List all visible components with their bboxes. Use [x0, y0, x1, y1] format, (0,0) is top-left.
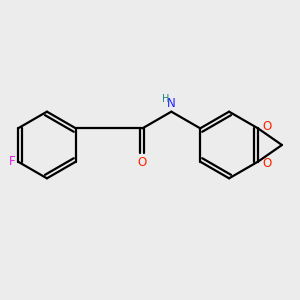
Text: O: O [138, 156, 147, 169]
Text: O: O [262, 120, 271, 133]
Text: N: N [167, 97, 176, 110]
Text: O: O [262, 157, 271, 170]
Text: F: F [9, 155, 15, 168]
Text: H: H [162, 94, 169, 104]
